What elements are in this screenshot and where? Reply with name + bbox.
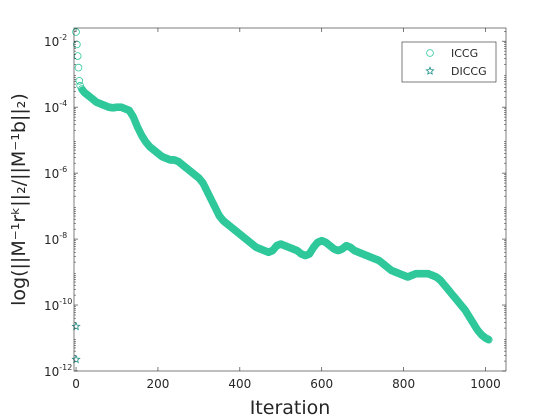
legend-marker-diccg bbox=[425, 66, 435, 75]
x-tick-label: 0 bbox=[72, 377, 80, 391]
legend-marker-iccg bbox=[426, 49, 434, 57]
legend: ICCG DICCG bbox=[401, 41, 497, 83]
y-tick-label: 10-2 bbox=[44, 33, 67, 49]
data-points bbox=[71, 28, 493, 364]
y-axis-label: log(||M⁻¹rᵏ||₂/||M⁻¹b||₂) bbox=[8, 93, 30, 306]
diccg-point bbox=[71, 354, 81, 364]
x-axis-label: Iteration bbox=[250, 397, 331, 419]
legend-label: ICCG bbox=[451, 47, 478, 60]
x-tick-label: 400 bbox=[228, 377, 251, 391]
plot-area-frame bbox=[73, 27, 507, 372]
x-tick-label: 1000 bbox=[470, 377, 501, 391]
y-tick-label: 10-4 bbox=[44, 99, 67, 115]
x-tick-label: 600 bbox=[310, 377, 333, 391]
legend-box bbox=[401, 41, 497, 83]
y-tick-label: 10-12 bbox=[44, 363, 72, 379]
legend-label: DICCG bbox=[451, 65, 487, 78]
iccg-point bbox=[74, 63, 83, 72]
iccg-point bbox=[485, 335, 493, 344]
y-tick-label: 10-8 bbox=[44, 231, 67, 247]
iccg-point bbox=[75, 76, 84, 85]
x-tick-label: 200 bbox=[146, 377, 169, 391]
y-tick-label: 10-10 bbox=[44, 297, 72, 313]
axis-ticks: 0 200 400 600 800 1000 10-12 10-10 10-8 10-6 10-4 1… bbox=[44, 28, 506, 391]
diccg-point bbox=[71, 321, 81, 331]
y-tick-label: 10-6 bbox=[44, 165, 67, 181]
x-tick-label: 800 bbox=[392, 377, 415, 391]
